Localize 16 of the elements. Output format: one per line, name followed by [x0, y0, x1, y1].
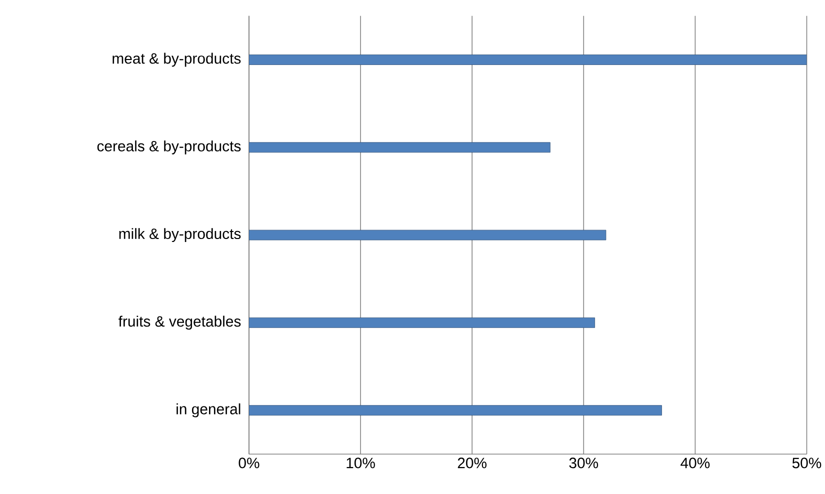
y-tick-label: in general [176, 403, 240, 418]
x-tick-label: 20% [458, 458, 486, 468]
x-tick-label: 0% [238, 458, 260, 468]
x-tick-label: 30% [569, 458, 598, 468]
y-tick-label: milk & by-products [119, 228, 241, 242]
bar [248, 405, 662, 416]
y-tick-label: cereals & by-products [97, 140, 241, 154]
bar [248, 318, 595, 328]
x-tick-label: 40% [680, 458, 710, 468]
x-tick-label: 10% [346, 458, 375, 468]
bar [248, 230, 606, 240]
bar [248, 54, 807, 65]
y-tick-label: fruits & vegetables [118, 316, 241, 330]
y-tick-label: meat & by-products [112, 52, 241, 67]
x-tick-label: 50% [792, 458, 822, 468]
bar [248, 142, 550, 153]
